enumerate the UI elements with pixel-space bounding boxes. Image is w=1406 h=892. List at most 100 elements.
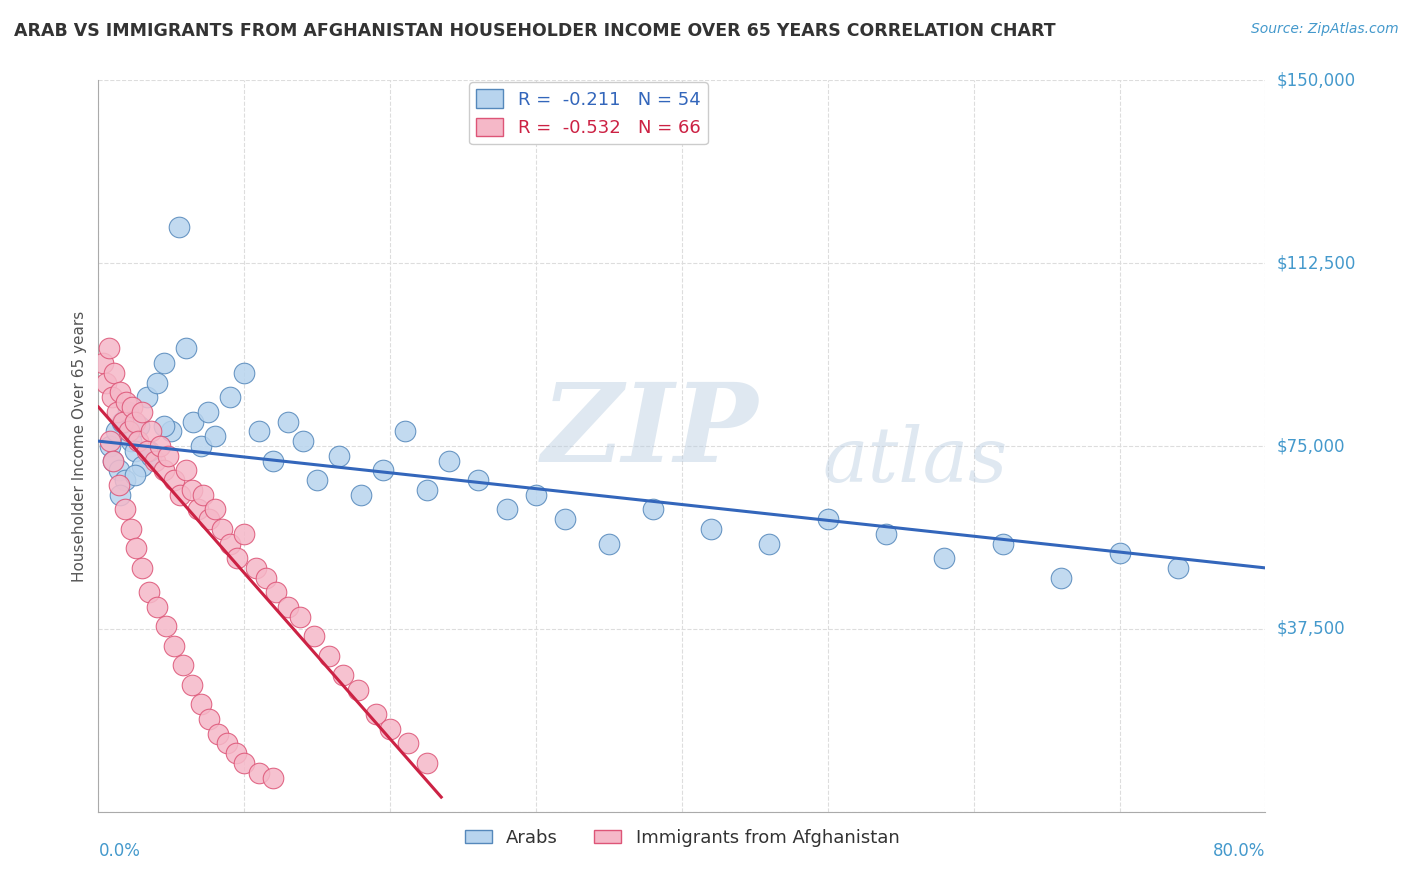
Point <box>124 415 146 429</box>
Text: ARAB VS IMMIGRANTS FROM AFGHANISTAN HOUSEHOLDER INCOME OVER 65 YEARS CORRELATION: ARAB VS IMMIGRANTS FROM AFGHANISTAN HOUS… <box>14 22 1056 40</box>
Point <box>1167 561 1189 575</box>
Point <box>101 453 124 467</box>
Point <box>167 219 190 234</box>
Point <box>139 425 162 439</box>
Point <box>524 488 547 502</box>
Text: $112,500: $112,500 <box>1277 254 1355 272</box>
Point <box>318 648 340 663</box>
Point <box>394 425 416 439</box>
Point <box>187 502 209 516</box>
Point <box>100 390 122 404</box>
Point <box>291 434 314 449</box>
Point <box>190 439 212 453</box>
Point <box>111 415 134 429</box>
Point <box>181 415 204 429</box>
Point <box>218 536 240 550</box>
Point <box>101 453 124 467</box>
Point <box>204 502 226 516</box>
Point <box>135 390 157 404</box>
Point <box>124 443 146 458</box>
Point <box>110 385 132 400</box>
Text: 0.0%: 0.0% <box>98 842 141 860</box>
Point <box>98 439 121 453</box>
Point <box>207 727 229 741</box>
Point <box>266 585 288 599</box>
Point <box>117 405 139 419</box>
Point <box>307 473 329 487</box>
Point <box>288 609 311 624</box>
Point <box>131 561 153 575</box>
Point <box>245 561 267 575</box>
Text: $150,000: $150,000 <box>1277 71 1355 89</box>
Point <box>437 453 460 467</box>
Text: $37,500: $37,500 <box>1277 620 1346 638</box>
Point <box>1108 546 1130 560</box>
Point <box>350 488 373 502</box>
Text: atlas: atlas <box>823 424 1007 498</box>
Point <box>155 619 177 633</box>
Point <box>139 449 162 463</box>
Point <box>108 463 131 477</box>
Point <box>157 449 180 463</box>
Point <box>143 453 166 467</box>
Point <box>91 356 114 370</box>
Point <box>163 639 186 653</box>
Point <box>277 415 299 429</box>
Point <box>146 599 169 614</box>
Point <box>197 405 219 419</box>
Point <box>598 536 620 550</box>
Point <box>169 488 191 502</box>
Point <box>218 390 240 404</box>
Point <box>174 463 197 477</box>
Point <box>554 512 576 526</box>
Point <box>204 429 226 443</box>
Point <box>247 425 270 439</box>
Point <box>233 756 256 770</box>
Point <box>108 478 131 492</box>
Legend: Arabs, Immigrants from Afghanistan: Arabs, Immigrants from Afghanistan <box>457 822 907 854</box>
Point <box>190 698 212 712</box>
Point <box>138 585 160 599</box>
Point <box>120 434 142 449</box>
Point <box>97 342 120 356</box>
Point <box>467 473 489 487</box>
Point <box>364 707 387 722</box>
Point <box>112 415 135 429</box>
Point <box>180 483 202 497</box>
Point <box>153 356 176 370</box>
Point <box>153 419 176 434</box>
Point <box>233 526 256 541</box>
Point <box>328 449 350 463</box>
Point <box>496 502 519 516</box>
Point <box>135 443 157 458</box>
Point <box>115 395 138 409</box>
Point <box>198 712 221 726</box>
Point <box>396 736 419 750</box>
Text: $75,000: $75,000 <box>1277 437 1346 455</box>
Point <box>415 756 437 770</box>
Point <box>138 443 160 458</box>
Point <box>149 439 172 453</box>
Point <box>247 765 270 780</box>
Y-axis label: Householder Income Over 65 years: Householder Income Over 65 years <box>72 310 87 582</box>
Point <box>262 453 284 467</box>
Point <box>114 473 136 487</box>
Point <box>641 502 664 516</box>
Point <box>104 425 127 439</box>
Point <box>153 463 176 477</box>
Point <box>172 658 194 673</box>
Point <box>758 536 780 550</box>
Point <box>131 405 153 419</box>
Point <box>211 522 233 536</box>
Text: ZIP: ZIP <box>541 377 758 485</box>
Point <box>193 488 215 502</box>
Point <box>304 629 326 643</box>
Point <box>127 434 149 449</box>
Text: Source: ZipAtlas.com: Source: ZipAtlas.com <box>1251 22 1399 37</box>
Point <box>118 425 141 439</box>
Point <box>380 722 402 736</box>
Point <box>415 483 437 497</box>
Point <box>124 468 146 483</box>
Point <box>146 376 169 390</box>
Point <box>332 668 354 682</box>
